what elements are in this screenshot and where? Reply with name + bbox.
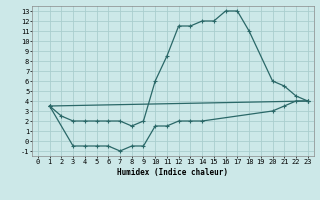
X-axis label: Humidex (Indice chaleur): Humidex (Indice chaleur) [117,168,228,177]
